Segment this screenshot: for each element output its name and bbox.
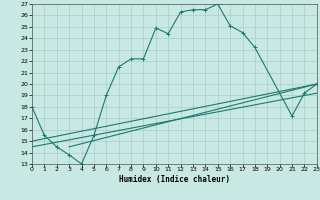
X-axis label: Humidex (Indice chaleur): Humidex (Indice chaleur) (119, 175, 230, 184)
